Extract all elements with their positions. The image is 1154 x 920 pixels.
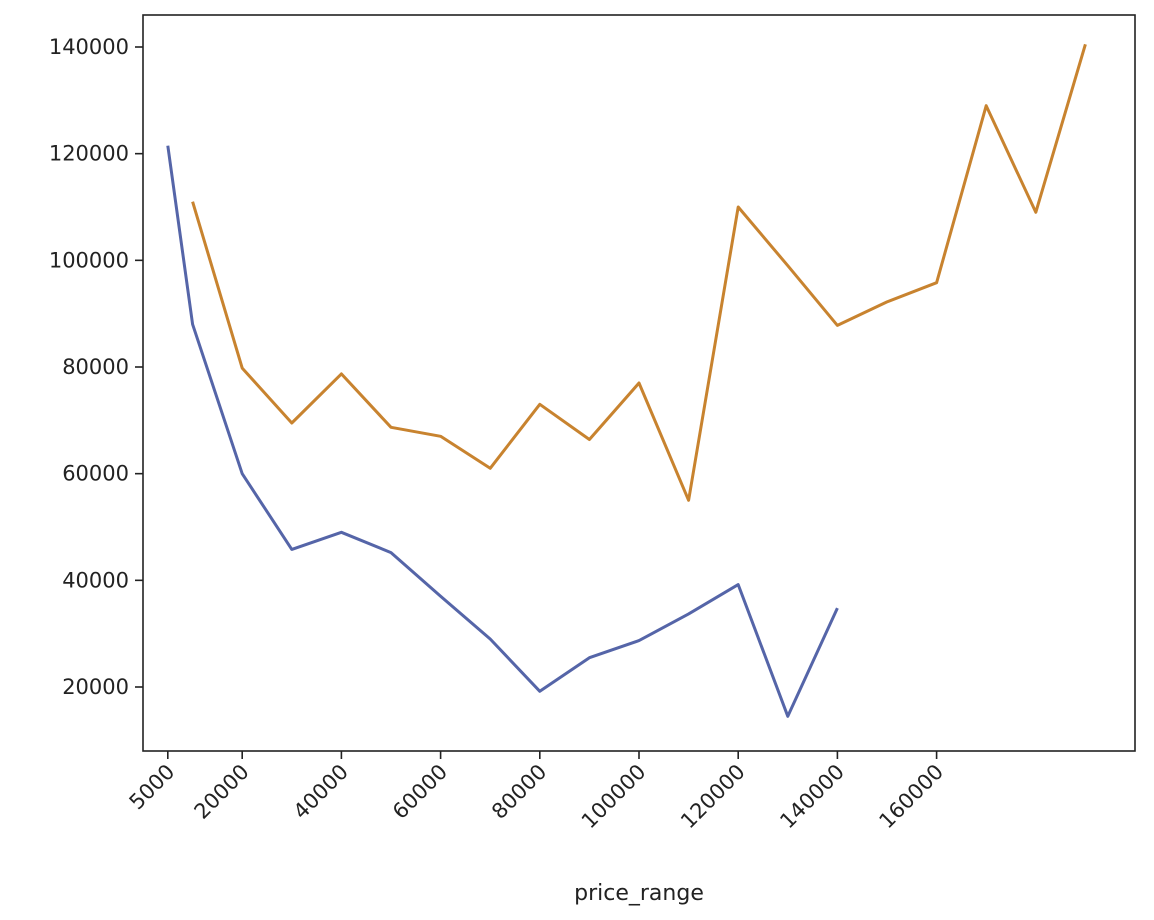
x-axis: 5000 20000 40000 60000 80000 100000 120000 1400… [125, 751, 948, 834]
y-tick-label: 40000 [62, 568, 129, 592]
y-tick-label: 120000 [49, 142, 129, 166]
x-tick-label: 100000 [577, 760, 651, 834]
x-tick-label: 20000 [190, 760, 254, 824]
series-layer [166, 43, 1087, 718]
x-axis-label: price_range [574, 881, 704, 906]
y-tick-label: 140000 [49, 35, 129, 59]
y-tick-label: 20000 [62, 675, 129, 699]
x-tick-label: 80000 [487, 760, 551, 824]
x-tick-label: 120000 [676, 760, 750, 834]
x-tick-label: 60000 [388, 760, 452, 824]
series-line-2 [191, 43, 1087, 502]
x-tick-label: 40000 [289, 760, 353, 824]
x-tick-label: 5000 [125, 760, 180, 815]
y-tick-label: 80000 [62, 355, 129, 379]
y-tick-label: 100000 [49, 248, 129, 272]
series-line-1 [166, 145, 839, 718]
y-axis: 20000 40000 60000 80000 100000 120000 140000 [49, 35, 143, 699]
x-tick-label: 160000 [874, 760, 948, 834]
y-tick-label: 60000 [62, 462, 129, 486]
x-tick-label: 140000 [775, 760, 849, 834]
